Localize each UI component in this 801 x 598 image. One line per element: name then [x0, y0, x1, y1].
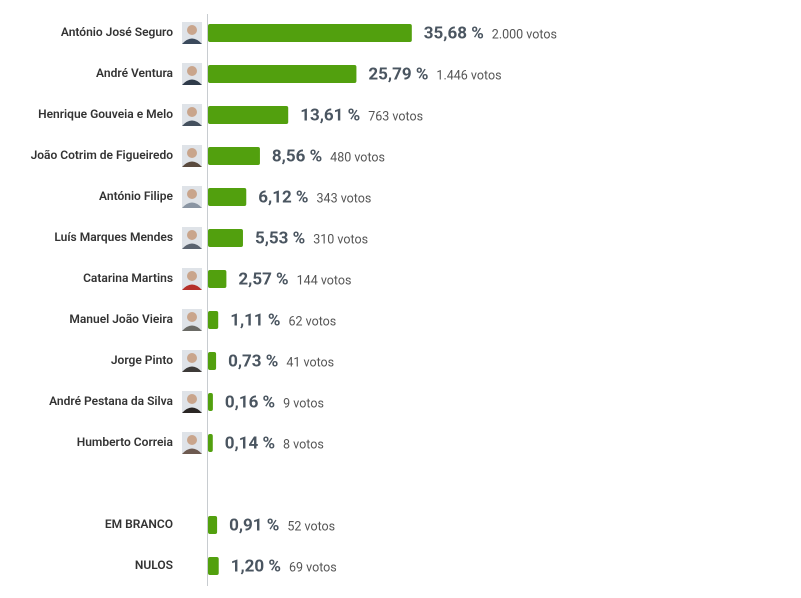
candidate-name: João Cotrim de Figueiredo — [31, 148, 174, 162]
photo-body — [182, 79, 202, 85]
photo-head — [187, 271, 197, 281]
percent-label: 6,12 % — [258, 187, 308, 207]
votes-label: 2.000 votos — [492, 27, 557, 42]
percent-label: 0,16 % — [225, 392, 275, 412]
percent-label: 35,68 % — [424, 23, 484, 43]
photo-body — [182, 366, 202, 372]
votes-label: 1.446 votos — [436, 68, 501, 83]
percent-label: 13,61 % — [300, 105, 360, 125]
photo-body — [182, 202, 202, 208]
candidate-name: Jorge Pinto — [111, 353, 173, 367]
percent-label: 8,56 % — [272, 146, 322, 166]
candidate-name: Manuel João Vieira — [69, 312, 173, 326]
photo-head — [187, 230, 197, 240]
bar — [208, 65, 357, 83]
bar — [208, 393, 213, 411]
votes-label: 480 votos — [330, 150, 385, 165]
photo-body — [182, 243, 202, 249]
photo-head — [187, 394, 197, 404]
bar — [208, 311, 219, 329]
bar — [208, 229, 243, 247]
photo-head — [187, 66, 197, 76]
votes-label: 343 votos — [317, 191, 372, 206]
bar — [208, 147, 260, 165]
photo-head — [187, 435, 197, 445]
percent-label: 0,14 % — [225, 433, 275, 453]
photo-body — [182, 284, 202, 290]
bar — [208, 106, 289, 124]
candidate-name: NULOS — [135, 558, 173, 572]
votes-label: 763 votos — [368, 109, 423, 124]
photo-head — [187, 107, 197, 117]
photo-head — [187, 189, 197, 199]
candidate-name: António Filipe — [99, 189, 174, 203]
candidate-name: Henrique Gouveia e Melo — [38, 107, 173, 121]
photo-body — [182, 407, 202, 413]
photo-head — [187, 353, 197, 363]
candidate-name: André Pestana da Silva — [49, 394, 173, 408]
candidate-name: Luís Marques Mendes — [54, 230, 173, 244]
percent-label: 1,20 % — [231, 556, 281, 576]
photo-head — [187, 25, 197, 35]
votes-label: 310 votos — [313, 232, 368, 247]
photo-body — [182, 325, 202, 331]
candidate-name: Humberto Correia — [77, 435, 173, 449]
percent-label: 5,53 % — [255, 228, 305, 248]
votes-label: 144 votos — [297, 273, 352, 288]
votes-label: 8 votos — [283, 437, 324, 452]
votes-label: 62 votos — [288, 314, 336, 329]
votes-label: 69 votos — [289, 560, 337, 575]
bar — [208, 270, 227, 288]
bar — [208, 434, 213, 452]
photo-body — [182, 38, 202, 44]
photo-head — [187, 148, 197, 158]
percent-label: 25,79 % — [368, 64, 428, 84]
bar — [208, 24, 412, 42]
photo-body — [182, 120, 202, 126]
percent-label: 1,11 % — [230, 310, 280, 330]
percent-label: 0,91 % — [229, 515, 279, 535]
votes-label: 52 votos — [287, 519, 335, 534]
candidate-name: André Ventura — [96, 66, 173, 80]
bar — [208, 557, 219, 575]
percent-label: 2,57 % — [238, 269, 288, 289]
votes-label: 41 votos — [286, 355, 334, 370]
photo-body — [182, 448, 202, 454]
photo-head — [187, 312, 197, 322]
bar — [208, 352, 217, 370]
candidate-name: Catarina Martins — [83, 271, 173, 285]
bar — [208, 188, 247, 206]
bar — [208, 516, 218, 534]
percent-label: 0,73 % — [228, 351, 278, 371]
candidate-name: António José Seguro — [61, 25, 173, 39]
candidate-name: EM BRANCO — [105, 517, 173, 531]
votes-label: 9 votos — [283, 396, 324, 411]
photo-body — [182, 161, 202, 167]
